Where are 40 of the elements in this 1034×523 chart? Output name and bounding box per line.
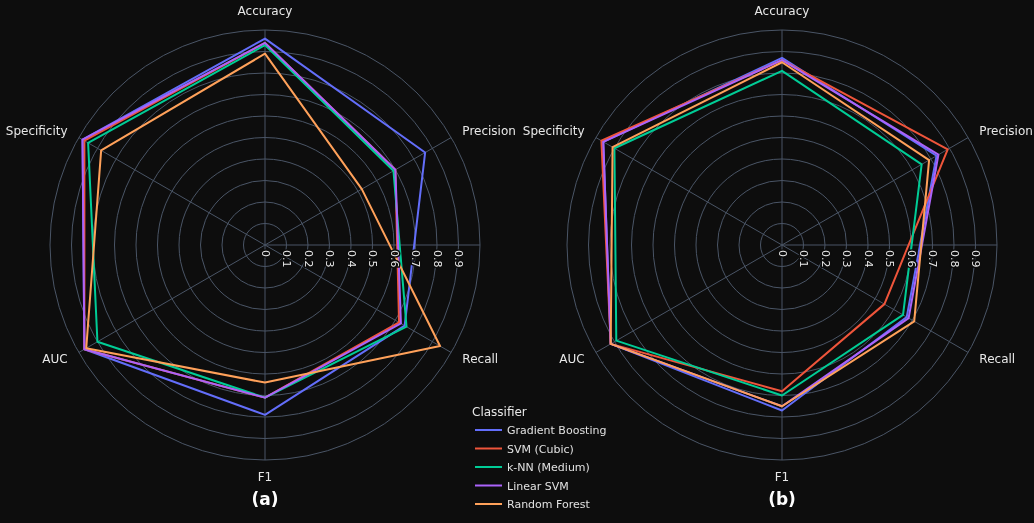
spoke-label: Accuracy — [754, 4, 810, 19]
spoke-label: AUC — [42, 351, 68, 366]
legend-label: Linear SVM — [507, 479, 569, 493]
y-tick-label: 0.6 — [904, 250, 918, 268]
y-tick-label: 0.4 — [344, 250, 358, 268]
y-tick-label: 0.1 — [280, 250, 293, 268]
spoke-label: Precision — [979, 124, 1033, 139]
y-tick-label: 0.8 — [430, 250, 444, 268]
legend-label: k-NN (Medium) — [507, 461, 590, 474]
spoke-label: Specificity — [5, 124, 68, 139]
spoke-label: Precision — [462, 124, 516, 139]
y-tick-label: 0.9 — [969, 250, 982, 268]
y-tick-label: 0.7 — [926, 250, 939, 268]
legend-label: Gradient Boosting — [507, 424, 607, 437]
y-tick-label: 0.4 — [861, 250, 875, 268]
spoke-label: Recall — [462, 351, 499, 366]
legend-label: SVM (Cubic) — [507, 442, 574, 456]
y-tick-label: 0.1 — [797, 250, 810, 268]
y-tick-label: 0.5 — [883, 250, 896, 268]
y-tick-label: 0.6 — [387, 250, 401, 268]
spoke-label: Specificity — [522, 124, 585, 139]
spoke-label: Accuracy — [237, 4, 293, 19]
y-tick-label: 0.9 — [452, 250, 465, 268]
spoke-label: F1 — [774, 469, 790, 484]
y-tick-label: 0.8 — [947, 250, 961, 268]
y-tick-label: 0 — [258, 250, 272, 257]
text: (b) — [768, 489, 796, 509]
legend-label: Random Forest — [507, 498, 591, 511]
legend-title: Classifier — [472, 405, 527, 419]
spoke-label: AUC — [559, 351, 585, 366]
y-tick-label: 0.7 — [409, 250, 422, 268]
spoke-label: F1 — [257, 469, 273, 484]
spoke-label: Recall — [979, 351, 1016, 366]
y-tick-label: 0.5 — [366, 250, 379, 268]
y-tick-label: 0.2 — [301, 250, 315, 268]
y-tick-label: 0 — [775, 250, 789, 257]
y-tick-label: 0.3 — [840, 250, 853, 268]
text: (a) — [251, 489, 279, 509]
y-tick-label: 0.2 — [818, 250, 832, 268]
y-tick-label: 0.3 — [323, 250, 336, 268]
